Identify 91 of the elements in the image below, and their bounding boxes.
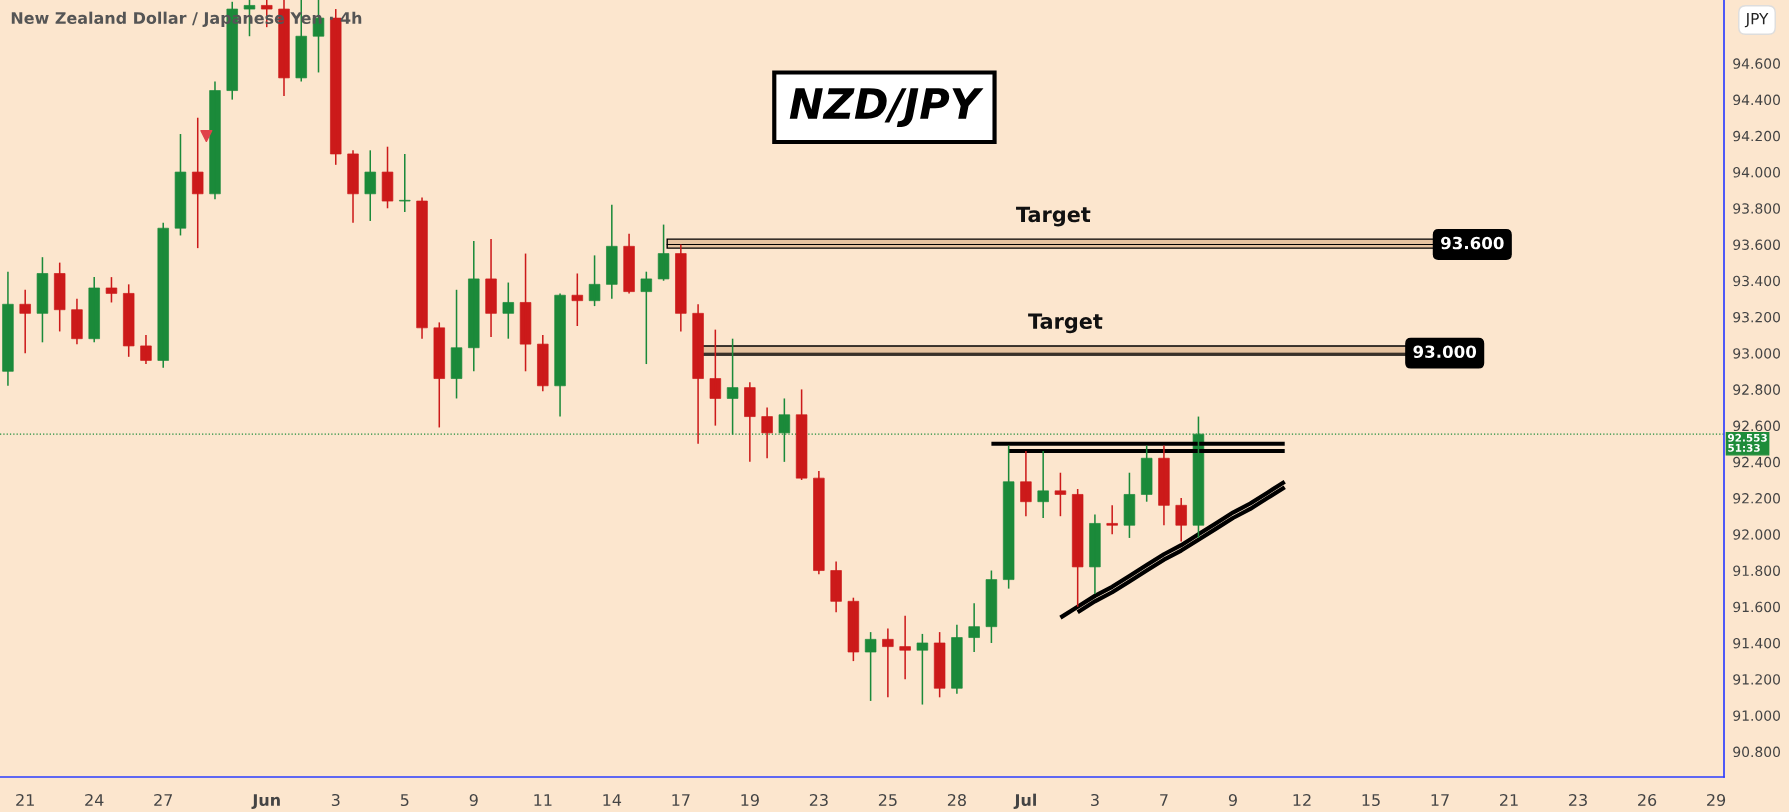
x-tick-label: 27 <box>154 793 173 806</box>
x-tick-label: 3 <box>331 793 340 807</box>
ref-line-label: 93.000 <box>1413 345 1477 359</box>
x-tick-label: Jul <box>1013 793 1036 809</box>
candlestick <box>36 256 49 344</box>
candlestick <box>519 252 532 373</box>
candlestick <box>192 116 204 249</box>
y-tick-label: 93.800 <box>1733 203 1781 214</box>
y-tick-label: 92.000 <box>1733 529 1781 540</box>
x-tick-label: 28 <box>947 793 966 807</box>
ref-line-label: 92.553 51:33 <box>1727 433 1767 452</box>
x-tick-label: 23 <box>1569 793 1587 807</box>
y-tick-label: 93.400 <box>1733 275 1781 287</box>
candlestick <box>640 270 653 365</box>
candlestick <box>1020 450 1032 517</box>
candlestick <box>1175 497 1187 543</box>
annotation: NZD/JPY <box>789 88 984 128</box>
y-tick-label: 94.400 <box>1733 94 1781 106</box>
x-tick-label: 21 <box>1500 793 1518 806</box>
x-tick-label: 5 <box>400 794 409 807</box>
x-tick-label: 11 <box>534 794 552 806</box>
x-tick-label: 7 <box>1160 794 1168 806</box>
candlestick <box>1071 488 1084 608</box>
y-tick-label: 94.000 <box>1733 167 1781 178</box>
x-tick-label: 24 <box>85 793 104 806</box>
candlestick <box>1054 471 1067 517</box>
candlestick <box>916 633 929 706</box>
band-label: Target <box>1016 206 1091 227</box>
candlestick <box>54 261 66 333</box>
candlestick <box>105 276 118 304</box>
x-tick-label: 23 <box>809 793 828 807</box>
y-tick-label: 92.200 <box>1733 493 1781 504</box>
candlestick <box>123 283 135 358</box>
band-label: Target <box>1028 313 1103 334</box>
x-tick-label: 21 <box>16 793 34 806</box>
candlestick <box>174 133 187 237</box>
candlestick <box>140 334 152 365</box>
candlestick <box>968 602 980 653</box>
x-tick-label: 12 <box>1293 793 1311 806</box>
candlestick <box>761 406 773 459</box>
candlestick <box>433 321 445 429</box>
candlestick <box>502 281 514 340</box>
x-tick-label: 15 <box>1362 794 1380 807</box>
candlestick <box>709 328 722 427</box>
candlestick <box>847 596 860 662</box>
y-tick-label: 91.600 <box>1733 601 1781 613</box>
candlestick <box>381 145 394 210</box>
ref-line-label: 93.600 <box>1441 236 1504 250</box>
candlestick <box>1106 504 1118 536</box>
candlestick <box>1123 471 1136 539</box>
x-tick-label: 3 <box>1091 793 1099 807</box>
x-tick-label: 25 <box>878 793 897 807</box>
y-tick-label: 91.800 <box>1733 565 1781 576</box>
y-tick-label: 94.200 <box>1733 130 1781 142</box>
candlestick <box>364 149 376 222</box>
y-tick-label: 93.000 <box>1733 348 1781 359</box>
candlestick <box>450 289 463 400</box>
candlestick <box>1002 444 1015 590</box>
candlestick <box>1140 444 1153 503</box>
x-tick-label: 17 <box>672 794 690 806</box>
y-tick-label: 92.600 <box>1733 420 1781 432</box>
candlestick <box>1037 450 1049 519</box>
y-tick-label: 94.600 <box>1733 58 1781 69</box>
x-tick-label: 9 <box>469 793 478 807</box>
x-tick-label: Jun <box>251 794 280 809</box>
x-tick-label: 14 <box>603 794 622 806</box>
y-tick-label: 92.400 <box>1733 456 1781 468</box>
candlestick <box>985 569 998 644</box>
x-tick-label: 9 <box>1228 793 1237 807</box>
candlestick <box>485 238 497 338</box>
candlestick <box>657 223 670 282</box>
y-tick-label: 90.800 <box>1733 746 1781 758</box>
candlestick <box>399 153 411 213</box>
y-tick-label: 91.000 <box>1733 710 1781 721</box>
y-tick-label: 93.600 <box>1733 239 1781 250</box>
y-tick-label: 92.800 <box>1733 384 1781 395</box>
candlestick <box>19 289 31 354</box>
x-tick-label: 19 <box>741 793 759 807</box>
text: JPY <box>1744 13 1769 28</box>
candlestick <box>933 631 946 699</box>
x-tick-label: 26 <box>1638 793 1657 807</box>
x-tick-label: 17 <box>1431 794 1449 806</box>
y-tick-label: 91.400 <box>1733 637 1781 649</box>
candlestick <box>588 254 601 307</box>
x-tick-label: 29 <box>1707 793 1726 807</box>
candlestick <box>571 272 584 327</box>
y-tick-label: 91.200 <box>1733 674 1781 685</box>
y-tick-label: 93.200 <box>1733 311 1781 323</box>
candlestick <box>899 615 911 680</box>
candlestick <box>864 631 877 702</box>
candlestick <box>795 388 808 481</box>
